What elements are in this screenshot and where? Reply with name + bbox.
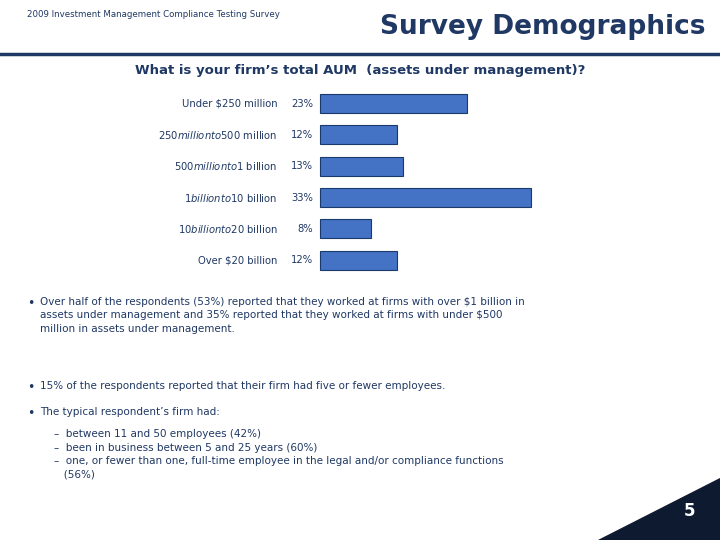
Text: Under $250 million: Under $250 million [181,98,277,109]
Text: $1 billion to $10 billion: $1 billion to $10 billion [184,192,277,204]
Bar [320,188,531,207]
Bar [320,94,467,113]
Text: The typical respondent’s firm had:: The typical respondent’s firm had: [40,407,220,417]
Text: –  between 11 and 50 employees (42%)
–  been in business between 5 and 25 years : – between 11 and 50 employees (42%) – be… [54,429,503,479]
Text: 13%: 13% [291,161,313,171]
Text: $10 billion to $20 billion: $10 billion to $20 billion [178,223,277,235]
Text: 8%: 8% [297,224,313,234]
Text: 15% of the respondents reported that their firm had five or fewer employees.: 15% of the respondents reported that the… [40,381,445,391]
Text: What is your firm’s total AUM  (assets under management)?: What is your firm’s total AUM (assets un… [135,64,585,77]
Text: Over half of the respondents (53%) reported that they worked at firms with over : Over half of the respondents (53%) repor… [40,297,524,334]
Text: Over $20 billion: Over $20 billion [198,255,277,265]
Polygon shape [598,478,720,540]
Bar [320,125,397,144]
Text: $500 million to $1 billion: $500 million to $1 billion [174,160,277,172]
Text: 33%: 33% [292,193,313,202]
Text: 12%: 12% [291,255,313,265]
Text: •: • [27,381,35,394]
Text: Survey Demographics: Survey Demographics [380,14,706,40]
Text: •: • [27,407,35,420]
Text: $250 million to $500 million: $250 million to $500 million [158,129,277,141]
Bar [320,157,403,176]
Text: 2009 Investment Management Compliance Testing Survey: 2009 Investment Management Compliance Te… [27,10,280,19]
Bar [320,251,397,270]
Bar [320,219,372,239]
Text: © 2009 ACA Compliance Group, Investment Adviser Association,  ACA Insight, and O: © 2009 ACA Compliance Group, Investment … [18,507,438,514]
Text: •: • [27,297,35,310]
Text: 5: 5 [683,502,695,521]
Text: 23%: 23% [291,98,313,109]
Text: 12%: 12% [291,130,313,140]
